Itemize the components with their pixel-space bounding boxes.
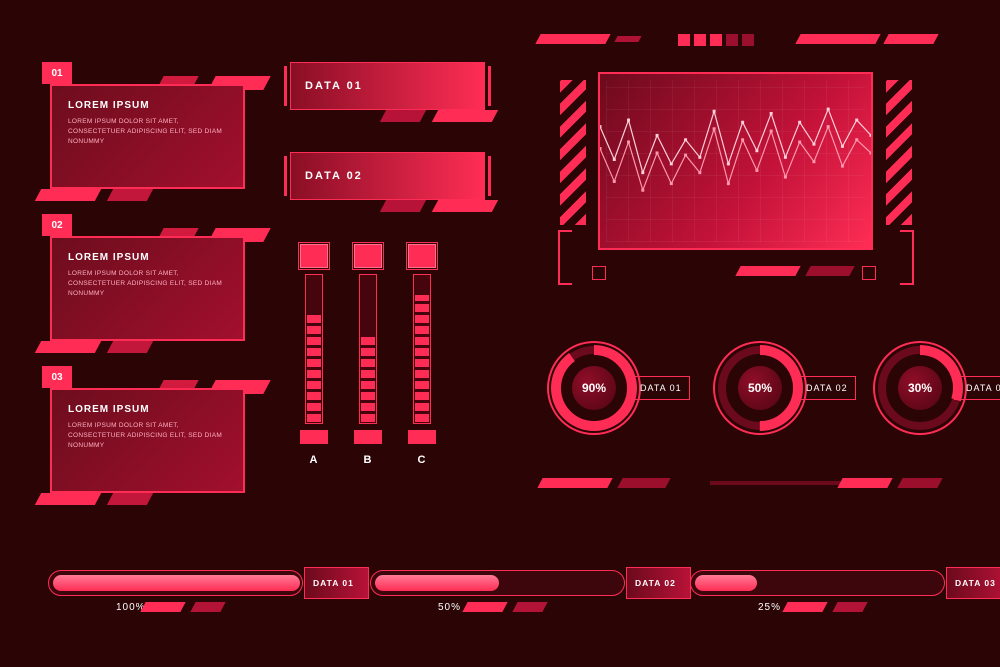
gauge-label: DATA 01: [640, 383, 682, 393]
card-tag: 02: [42, 214, 72, 236]
screen-bracket-l: [558, 230, 572, 285]
card-frame: LOREM IPSUM LOREM IPSUM DOLOR SIT AMET, …: [50, 388, 245, 493]
card-foot: [107, 341, 153, 353]
slider-label: A: [298, 454, 330, 466]
card-tag: 01: [42, 62, 72, 84]
text-card-1: 01 LOREM IPSUM LOREM IPSUM DOLOR SIT AME…: [50, 84, 245, 189]
screen-bracket-r: [900, 230, 914, 285]
text-card-3: 03 LOREM IPSUM LOREM IPSUM DOLOR SIT AME…: [50, 388, 245, 493]
card-tag: 03: [42, 366, 72, 388]
card-title: LOREM IPSUM: [68, 100, 227, 111]
card-body: LOREM IPSUM DOLOR SIT AMET, CONSECTETUER…: [68, 421, 227, 451]
vslider-A[interactable]: A: [298, 242, 330, 466]
data-label-text: DATA 01: [305, 80, 363, 92]
card-title: LOREM IPSUM: [68, 404, 227, 415]
progress-pct: 25%: [758, 602, 781, 613]
screen-stripe-right: [886, 80, 912, 225]
top-divider: [538, 34, 948, 44]
card-body: LOREM IPSUM DOLOR SIT AMET, CONSECTETUER…: [68, 269, 227, 299]
chart-screen: [598, 72, 873, 250]
card-foot: [35, 493, 101, 505]
gauge-value: 30%: [898, 366, 942, 410]
slider-label: C: [406, 454, 438, 466]
card-foot: [35, 189, 101, 201]
slider-track[interactable]: [359, 274, 377, 424]
card-foot: [35, 341, 101, 353]
progress-3[interactable]: DATA 03 25%: [690, 570, 945, 596]
gauge-value: 50%: [738, 366, 782, 410]
slider-label: B: [352, 454, 384, 466]
progress-1[interactable]: DATA 01 100%: [48, 570, 303, 596]
gauge-2: 50% DATA 02: [712, 340, 808, 436]
data-label-text: DATA 02: [305, 170, 363, 182]
mid-divider: [540, 478, 950, 488]
hud-canvas: 01 LOREM IPSUM LOREM IPSUM DOLOR SIT AME…: [0, 0, 1000, 667]
gauge-3: 30% DATA 03: [872, 340, 968, 436]
card-foot: [107, 493, 153, 505]
text-card-2: 02 LOREM IPSUM LOREM IPSUM DOLOR SIT AME…: [50, 236, 245, 341]
line-chart: [600, 74, 871, 249]
progress-track[interactable]: [370, 570, 625, 596]
gauge-1: 90% DATA 01: [546, 340, 642, 436]
progress-label: DATA 01: [304, 567, 369, 599]
gauge-value: 90%: [572, 366, 616, 410]
vslider-C[interactable]: C: [406, 242, 438, 466]
card-title: LOREM IPSUM: [68, 252, 227, 263]
card-foot: [107, 189, 153, 201]
screen-footer: [598, 266, 873, 276]
progress-label: DATA 02: [626, 567, 691, 599]
data-label-1[interactable]: DATA 01: [290, 62, 485, 110]
card-body: LOREM IPSUM DOLOR SIT AMET, CONSECTETUER…: [68, 117, 227, 147]
card-frame: LOREM IPSUM LOREM IPSUM DOLOR SIT AMET, …: [50, 236, 245, 341]
gauge-label: DATA 02: [806, 383, 848, 393]
data-label-2[interactable]: DATA 02: [290, 152, 485, 200]
slider-track[interactable]: [413, 274, 431, 424]
vslider-B[interactable]: B: [352, 242, 384, 466]
progress-pct: 50%: [438, 602, 461, 613]
gauge-label: DATA 03: [966, 383, 1000, 393]
progress-label: DATA 03: [946, 567, 1000, 599]
screen-stripe-left: [560, 80, 586, 225]
progress-track[interactable]: [48, 570, 303, 596]
progress-2[interactable]: DATA 02 50%: [370, 570, 625, 596]
card-frame: LOREM IPSUM LOREM IPSUM DOLOR SIT AMET, …: [50, 84, 245, 189]
slider-track[interactable]: [305, 274, 323, 424]
progress-track[interactable]: [690, 570, 945, 596]
